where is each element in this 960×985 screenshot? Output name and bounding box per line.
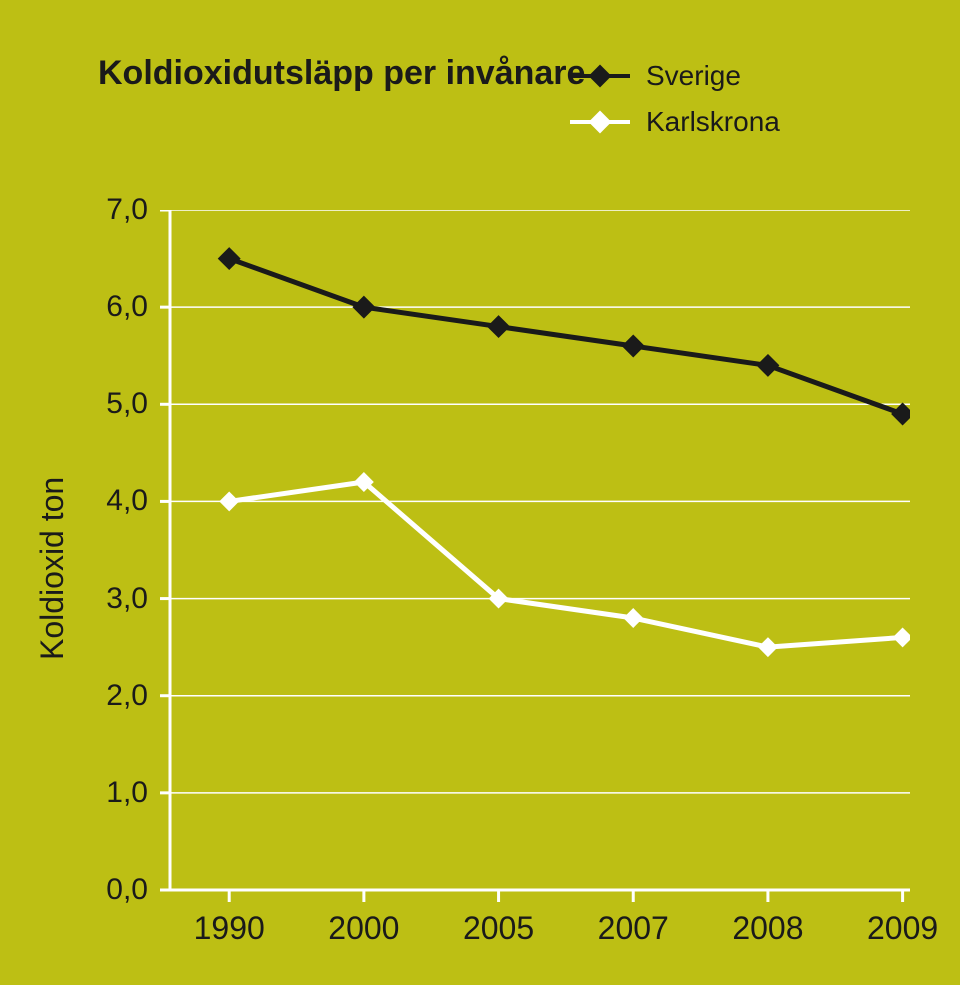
- chart-title: Koldioxidutsläpp per invånare: [98, 54, 585, 93]
- series-marker: [893, 628, 910, 646]
- x-tick-label: 1990: [194, 910, 265, 947]
- y-tick-label: 1,0: [68, 776, 148, 810]
- x-tick-label: 2005: [463, 910, 534, 947]
- series-marker: [892, 403, 910, 425]
- legend-label: Karlskrona: [646, 106, 780, 138]
- legend-swatch: [570, 67, 630, 85]
- y-axis-label: Koldioxid ton: [34, 477, 71, 660]
- chart-page: Koldioxidutsläpp per invånare Sverige Kar…: [0, 0, 960, 985]
- series-line: [229, 482, 902, 647]
- y-tick-label: 4,0: [68, 484, 148, 518]
- series-marker: [624, 609, 642, 627]
- x-tick-label: 2007: [598, 910, 669, 947]
- x-tick-label: 2009: [867, 910, 938, 947]
- series-marker: [218, 248, 240, 270]
- series-marker: [488, 316, 510, 338]
- chart-svg: [160, 210, 910, 910]
- series-marker: [622, 335, 644, 357]
- legend-label: Sverige: [646, 60, 741, 92]
- y-tick-label: 0,0: [68, 873, 148, 907]
- y-tick-label: 3,0: [68, 582, 148, 616]
- legend-item-0: Sverige: [570, 60, 780, 92]
- series-marker: [759, 638, 777, 656]
- y-tick-label: 7,0: [68, 193, 148, 227]
- series-line: [229, 259, 902, 414]
- y-tick-label: 5,0: [68, 387, 148, 421]
- series-marker: [353, 296, 375, 318]
- x-tick-label: 2008: [732, 910, 803, 947]
- y-tick-label: 6,0: [68, 290, 148, 324]
- legend: Sverige Karlskrona: [570, 60, 780, 152]
- y-tick-label: 2,0: [68, 679, 148, 713]
- x-tick-label: 2000: [328, 910, 399, 947]
- series-marker: [220, 492, 238, 510]
- series-marker: [757, 355, 779, 377]
- legend-swatch: [570, 113, 630, 131]
- plot-area: 0,01,02,03,04,05,06,07,01990200020052007…: [170, 210, 910, 890]
- legend-item-1: Karlskrona: [570, 106, 780, 138]
